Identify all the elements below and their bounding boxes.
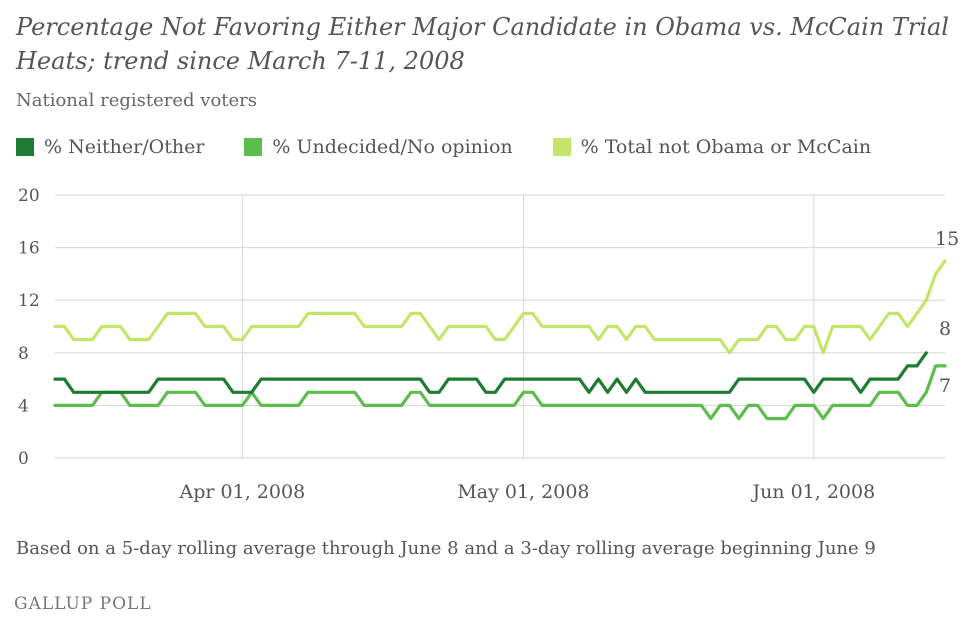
end-label-total: 15 <box>935 228 959 250</box>
x-tick-label-0: Apr 01, 2008 <box>179 481 306 503</box>
y-tick-label-0: 0 <box>18 449 29 469</box>
legend-item-total: % Total not Obama or McCain <box>552 134 872 160</box>
footnote: Based on a 5-day rolling average through… <box>16 538 876 559</box>
y-tick-label-16: 16 <box>18 239 40 259</box>
legend-item-neither: % Neither/Other <box>16 134 204 160</box>
chart-title: Percentage Not Favoring Either Major Can… <box>16 13 949 75</box>
chart-legend: % Neither/Other % Undecided/No opinion %… <box>16 134 871 160</box>
x-tick-label-2: Jun 01, 2008 <box>750 481 875 503</box>
y-tick-label-12: 12 <box>18 291 40 311</box>
legend-swatch-neither <box>16 138 34 156</box>
y-tick-label-8: 8 <box>18 344 29 364</box>
source-logo: GALLUP POLL <box>14 594 152 614</box>
y-tick-label-20: 20 <box>18 186 40 206</box>
series-line-undecided <box>53 364 947 421</box>
legend-item-undecided: % Undecided/No opinion <box>244 134 513 160</box>
legend-label-neither: % Neither/Other <box>44 136 205 158</box>
series-line-total <box>53 259 947 355</box>
end-label-undecided: 7 <box>939 375 951 397</box>
legend-label-undecided: % Undecided/No opinion <box>272 136 513 158</box>
x-tick-label-1: May 01, 2008 <box>457 481 589 503</box>
y-tick-label-4: 4 <box>18 396 29 416</box>
legend-swatch-undecided <box>244 138 263 156</box>
series-line-neither <box>53 351 928 394</box>
end-label-neither: 8 <box>939 318 951 340</box>
chart-subtitle: National registered voters <box>16 90 258 111</box>
legend-swatch-total <box>552 138 571 156</box>
legend-label-total: % Total not Obama or McCain <box>580 136 872 158</box>
